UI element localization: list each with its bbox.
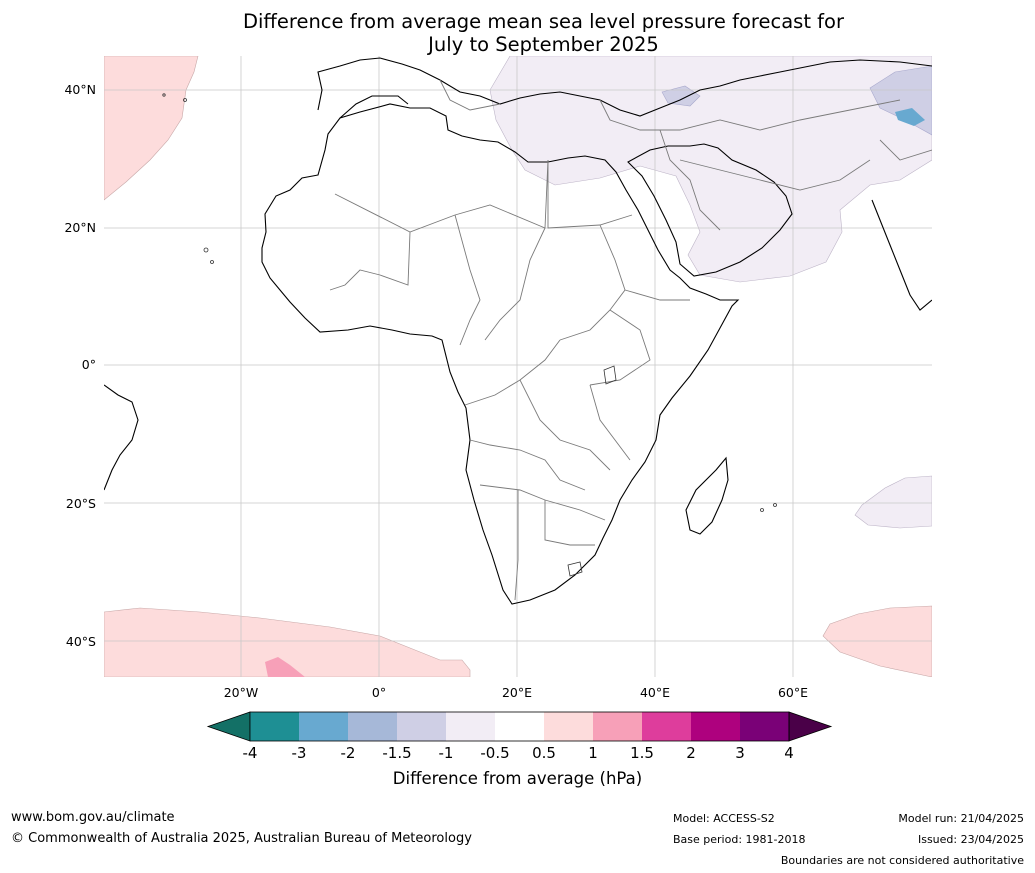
south-america-coastline xyxy=(104,384,139,491)
lat-label-20s: 20°S xyxy=(66,496,96,511)
colorbar-segment xyxy=(397,712,446,741)
title-line-2: July to September 2025 xyxy=(428,33,659,56)
lon-label-60e: 60°E xyxy=(778,685,808,700)
footer-copyright: © Commonwealth of Australia 2025, Austra… xyxy=(11,831,472,846)
colorbar-tick-label: -4 xyxy=(242,744,258,762)
iberia-coastline xyxy=(339,95,409,119)
map-title: Difference from average mean sea level p… xyxy=(0,10,1035,56)
coastlines xyxy=(104,57,932,605)
colorbar-tick-label: 3 xyxy=(735,744,745,762)
colorbar-frame xyxy=(249,711,790,742)
colorbar-tick-label: -2 xyxy=(340,744,356,762)
colorbar-tick-label: 0.5 xyxy=(532,744,556,762)
footer-base-period: Base period: 1981-2018 xyxy=(673,833,806,846)
anomaly-positive-south-atlantic-strong xyxy=(265,657,305,677)
colorbar-segment xyxy=(593,712,642,741)
colorbar-segment xyxy=(446,712,495,741)
anomaly-positive-northwest-atlantic xyxy=(104,56,199,201)
colorbar-tick-label: 2 xyxy=(686,744,696,762)
colorbar-tick-label: 1.5 xyxy=(630,744,654,762)
colorbar-segment xyxy=(691,712,740,741)
lon-label-20e: 20°E xyxy=(502,685,532,700)
colorbar-title: Difference from average (hPa) xyxy=(392,769,643,788)
lon-label-0: 0° xyxy=(372,685,386,700)
lat-label-40n: 40°N xyxy=(64,82,96,97)
colorbar-segment xyxy=(495,712,544,741)
anomaly-negative-indian-ocean xyxy=(854,475,932,529)
india-coastline xyxy=(871,199,932,311)
arabia-coastline xyxy=(627,143,793,277)
lon-label-20w: 20°W xyxy=(224,685,259,700)
colorbar-segment xyxy=(250,712,299,741)
colorbar-segment xyxy=(544,712,593,741)
anomaly-positive-south-atlantic xyxy=(104,607,471,677)
footer-website[interactable]: www.bom.gov.au/climate xyxy=(11,810,175,825)
footer-model-run: Model run: 21/04/2025 xyxy=(898,812,1024,825)
lat-label-40s: 40°S xyxy=(66,634,96,649)
colorbar-segment xyxy=(299,712,348,741)
colorbar-tick-label: -0.5 xyxy=(480,744,510,762)
madagascar-coastline xyxy=(685,456,729,535)
anomaly-negative-iran xyxy=(661,85,701,107)
colorbar-extend-max xyxy=(788,711,833,742)
colorbar-tick-label: -1.5 xyxy=(382,744,412,762)
footer-disclaimer: Boundaries are not considered authoritat… xyxy=(780,854,1024,867)
anomaly-negative-middle-east xyxy=(489,56,932,283)
colorbar-tick-label: -1 xyxy=(438,744,454,762)
colorbar-tick-label: 1 xyxy=(588,744,598,762)
europe-coastline xyxy=(317,57,932,117)
graticule xyxy=(104,56,932,677)
anomaly-positive-south-indian-ocean xyxy=(822,605,932,677)
colorbar xyxy=(206,711,833,742)
footer-issued: Issued: 23/04/2025 xyxy=(917,833,1024,846)
map-area xyxy=(104,56,932,677)
colorbar-extend-min xyxy=(206,711,251,742)
africa-coastline xyxy=(261,103,740,605)
colorbar-tick-label: -3 xyxy=(291,744,307,762)
islands xyxy=(162,93,777,577)
country-borders xyxy=(329,79,932,601)
footer-model: Model: ACCESS-S2 xyxy=(673,812,775,825)
anomaly-negative-himalaya-core xyxy=(895,108,925,126)
lat-label-20n: 20°N xyxy=(64,220,96,235)
title-line-1: Difference from average mean sea level p… xyxy=(243,10,844,33)
colorbar-segment xyxy=(348,712,397,741)
lat-label-0: 0° xyxy=(82,357,96,372)
colorbar-segment xyxy=(642,712,691,741)
colorbar-tick-label: 4 xyxy=(784,744,794,762)
colorbar-segment xyxy=(740,712,789,741)
lon-label-40e: 40°E xyxy=(640,685,670,700)
